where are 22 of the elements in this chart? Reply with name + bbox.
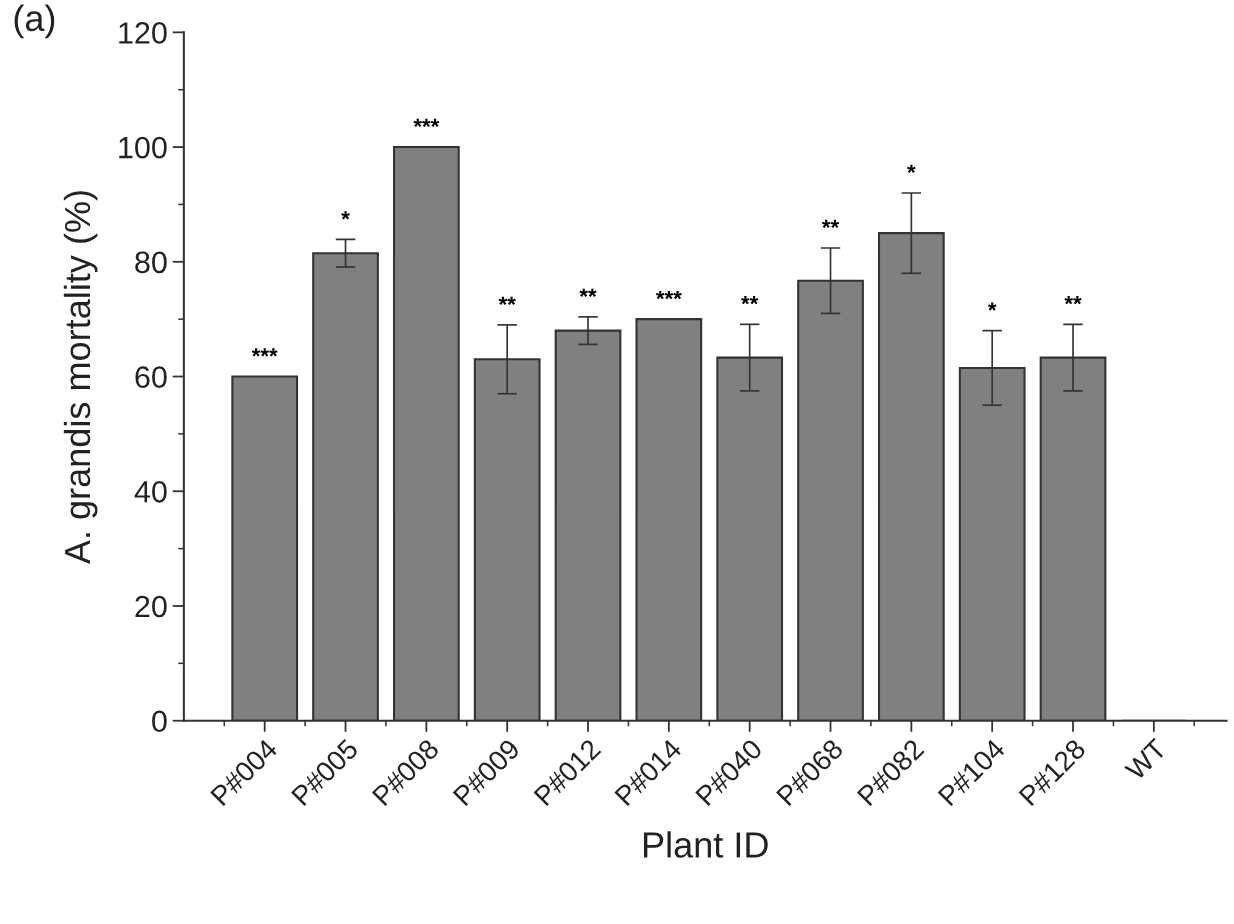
annotation: * [987,302,997,311]
y-tick-label: 60 [135,366,167,388]
annotation: ** [821,219,840,229]
annotation: *** [251,348,278,357]
annotation: * [341,211,350,220]
annotation: * [907,164,916,173]
annotation: ** [498,296,516,305]
y-tick-label: 40 [134,481,167,503]
text: (a) [14,4,55,39]
x-tick-label: WT [1124,737,1168,782]
annotation: ** [1064,296,1082,305]
y-axis-title: A. grandis mortality (%) [63,191,98,565]
y-tick-label: 80 [135,251,167,274]
annotation: *** [413,118,440,128]
annotation: ** [741,296,759,305]
annotation: ** [579,288,597,297]
annotation: *** [655,290,682,300]
y-tick-label: 20 [135,595,167,618]
y-tick-label: 120 [119,22,167,44]
x-axis-title: Plant ID [643,831,768,858]
y-tick-label: 0 [152,710,167,733]
y-tick-label: 100 [119,136,167,159]
